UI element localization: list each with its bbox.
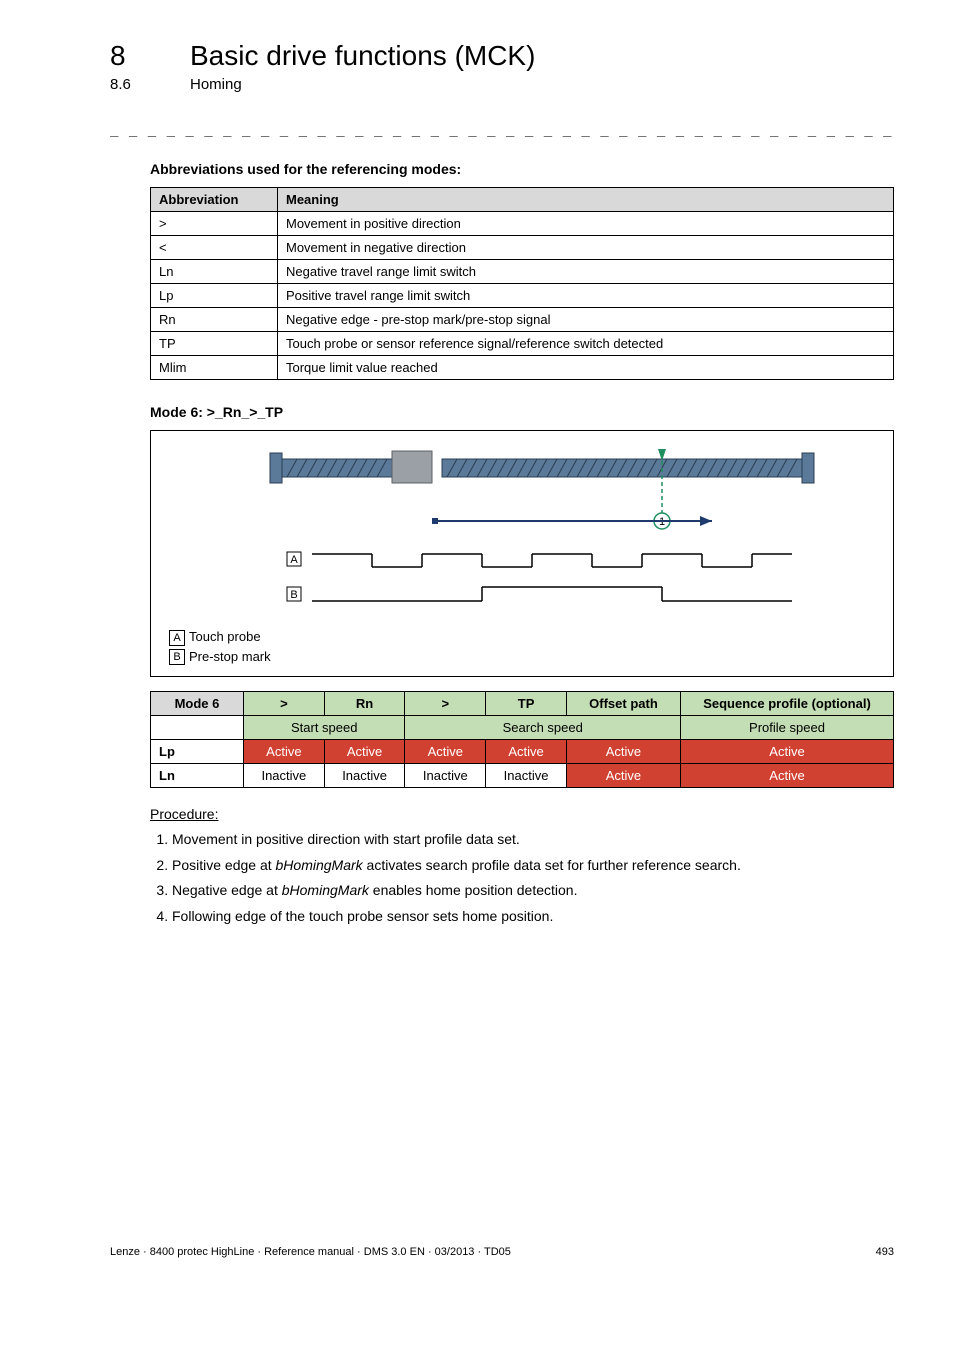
- mode-cell: Inactive: [244, 764, 325, 788]
- mode-cell: Active: [566, 740, 680, 764]
- mode-cell: Inactive: [486, 764, 567, 788]
- legend-b-box: B: [169, 649, 185, 665]
- mode-h2-search: Search speed: [405, 716, 681, 740]
- abbrev-cell: Positive travel range limit switch: [278, 284, 894, 308]
- abbrev-cell: Movement in negative direction: [278, 236, 894, 260]
- mode-cell: Active: [681, 764, 894, 788]
- svg-text:B: B: [290, 589, 297, 601]
- mode-cell: Active: [681, 740, 894, 764]
- mode-h2-start: Start speed: [244, 716, 405, 740]
- footer-left: Lenze · 8400 protec HighLine · Reference…: [110, 1246, 511, 1258]
- mode-h1-6: Sequence profile (optional): [681, 692, 894, 716]
- mode-cell: Active: [486, 740, 567, 764]
- mode-h2-profile: Profile speed: [681, 716, 894, 740]
- mode-h1-5: Offset path: [566, 692, 680, 716]
- abbrev-cell: Movement in positive direction: [278, 212, 894, 236]
- mode-cell: Active: [244, 740, 325, 764]
- abbrev-cell: Lp: [151, 284, 278, 308]
- mode-row-label: Ln: [151, 764, 244, 788]
- abbrev-heading: Abbreviations used for the referencing m…: [150, 161, 894, 177]
- legend-b-label: Pre-stop mark: [189, 649, 271, 664]
- chapter-title: Basic drive functions (MCK): [190, 40, 535, 72]
- mode-h1-3: >: [405, 692, 486, 716]
- abbrev-col-0: Abbreviation: [151, 188, 278, 212]
- procedure-list: Movement in positive direction with star…: [150, 830, 894, 926]
- mode-h1-4: TP: [486, 692, 567, 716]
- mode-cell: Inactive: [324, 764, 405, 788]
- svg-text:A: A: [290, 554, 298, 566]
- legend-a-label: Touch probe: [189, 629, 261, 644]
- mode-row-label: Lp: [151, 740, 244, 764]
- abbrev-cell: Touch probe or sensor reference signal/r…: [278, 332, 894, 356]
- abbrev-cell: >: [151, 212, 278, 236]
- mode-h2-blank: [151, 716, 244, 740]
- mode-heading: Mode 6: >_Rn_>_TP: [150, 404, 894, 420]
- diagram-container: 1: [150, 430, 894, 677]
- mode-table: Mode 6 > Rn > TP Offset path Sequence pr…: [150, 691, 894, 788]
- abbrev-cell: <: [151, 236, 278, 260]
- mode-cell: Active: [566, 764, 680, 788]
- abbrev-cell: Negative edge - pre-stop mark/pre-stop s…: [278, 308, 894, 332]
- mode-cell: Active: [405, 740, 486, 764]
- mode-cell: Active: [324, 740, 405, 764]
- procedure-item: Negative edge at bHomingMark enables hom…: [172, 881, 894, 901]
- procedure-item: Following edge of the touch probe sensor…: [172, 907, 894, 927]
- abbrev-cell: Mlim: [151, 356, 278, 380]
- separator: _ _ _ _ _ _ _ _ _ _ _ _ _ _ _ _ _ _ _ _ …: [110, 121, 894, 137]
- mode-cell: Inactive: [405, 764, 486, 788]
- section-number: 8.6: [110, 76, 150, 93]
- procedure-heading: Procedure:: [150, 806, 894, 822]
- abbrev-cell: TP: [151, 332, 278, 356]
- procedure-item: Positive edge at bHomingMark activates s…: [172, 856, 894, 876]
- abbrev-col-1: Meaning: [278, 188, 894, 212]
- abbrev-cell: Torque limit value reached: [278, 356, 894, 380]
- procedure-item: Movement in positive direction with star…: [172, 830, 894, 850]
- legend-a-box: A: [169, 630, 185, 646]
- mode-h1-0: Mode 6: [151, 692, 244, 716]
- section-title: Homing: [190, 76, 242, 93]
- mode-h1-2: Rn: [324, 692, 405, 716]
- mode-diagram: 1: [192, 449, 852, 619]
- footer-page: 493: [876, 1246, 894, 1258]
- abbrev-cell: Negative travel range limit switch: [278, 260, 894, 284]
- abbrev-cell: Ln: [151, 260, 278, 284]
- abbrev-table: Abbreviation Meaning >Movement in positi…: [150, 187, 894, 380]
- mode-h1-1: >: [244, 692, 325, 716]
- abbrev-cell: Rn: [151, 308, 278, 332]
- chapter-number: 8: [110, 40, 150, 72]
- diagram-legend: A Touch probe B Pre-stop mark: [169, 627, 875, 666]
